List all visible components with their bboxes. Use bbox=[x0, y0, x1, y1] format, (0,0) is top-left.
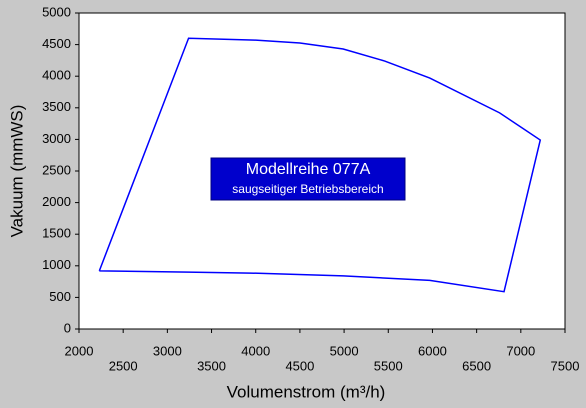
y-tick-label: 0 bbox=[64, 320, 71, 335]
annotation-box bbox=[210, 157, 406, 201]
x-tick-label: 3000 bbox=[153, 343, 182, 358]
y-tick-label: 1500 bbox=[42, 226, 71, 241]
x-tick-label: 7000 bbox=[506, 343, 535, 358]
x-tick-label: 5500 bbox=[374, 358, 403, 373]
x-tick-label: 7500 bbox=[551, 358, 580, 373]
x-tick-label: 5000 bbox=[330, 343, 359, 358]
y-tick-label: 5000 bbox=[42, 4, 71, 19]
series-line bbox=[98, 37, 542, 293]
x-tick-label: 6000 bbox=[418, 343, 447, 358]
y-tick-label: 2000 bbox=[42, 194, 71, 209]
y-tick-label: 3500 bbox=[42, 99, 71, 114]
annotation: Modellreihe 077A saugseitiger Betriebsbe… bbox=[210, 157, 406, 201]
x-axis-label: Volumenstrom (m³/h) bbox=[227, 382, 386, 401]
y-tick-label: 500 bbox=[49, 289, 71, 304]
x-tick-label: 4500 bbox=[285, 358, 314, 373]
annotation-subtitle: saugseitiger Betriebsbereich bbox=[232, 182, 383, 196]
x-tick-label: 6500 bbox=[462, 358, 491, 373]
annotation-title: Modellreihe 077A bbox=[246, 161, 371, 178]
y-tick-label: 4000 bbox=[42, 68, 71, 83]
y-tick-label: 3000 bbox=[42, 131, 71, 146]
y-tick-label: 2500 bbox=[42, 162, 71, 177]
x-tick-label: 2500 bbox=[109, 358, 138, 373]
y-axis-label: Vakuum (mmWS) bbox=[7, 105, 26, 238]
y-tick-label: 4500 bbox=[42, 36, 71, 51]
y-tick-label: 1000 bbox=[42, 257, 71, 272]
x-tick-label: 2000 bbox=[65, 343, 94, 358]
x-tick-label: 3500 bbox=[197, 358, 226, 373]
x-tick-label: 4000 bbox=[241, 343, 270, 358]
